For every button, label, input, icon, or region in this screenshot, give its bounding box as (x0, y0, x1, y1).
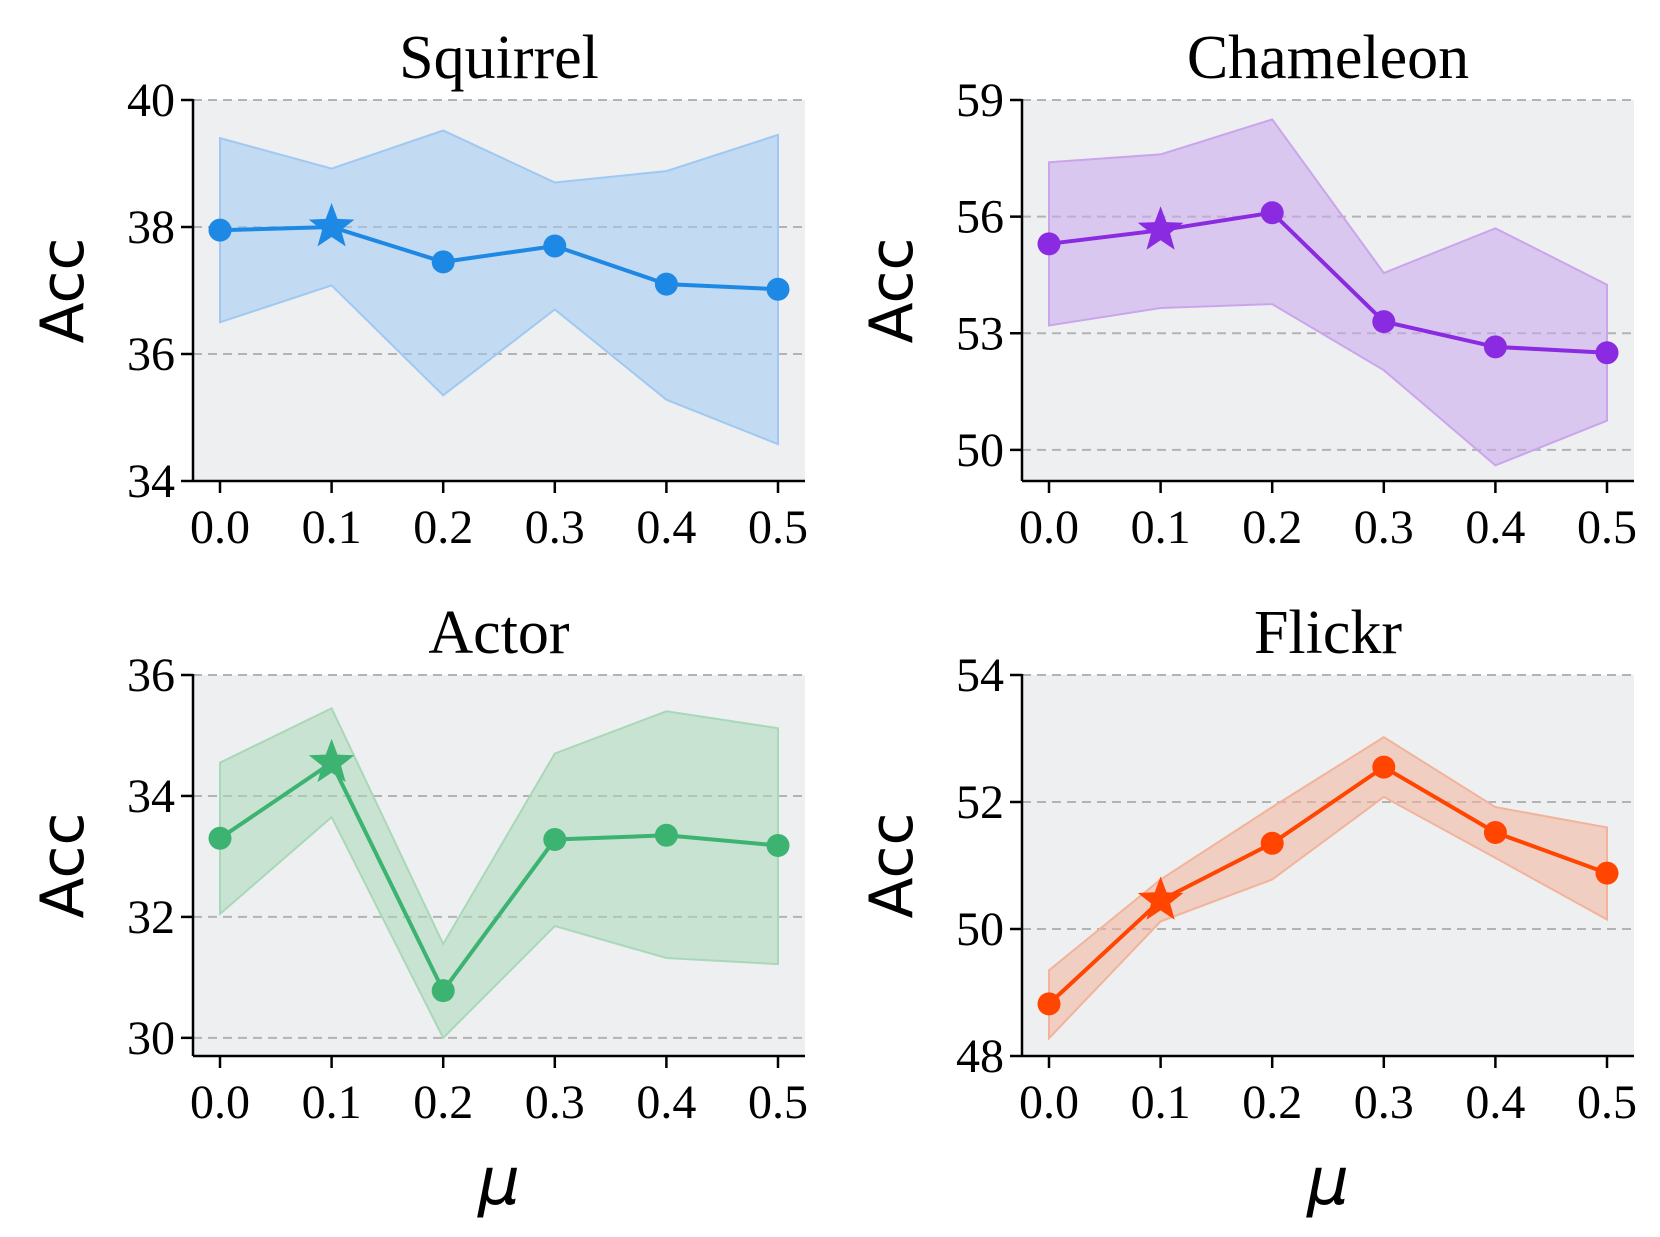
x-tick-label: 0.3 (1354, 1076, 1414, 1129)
data-point (654, 272, 678, 296)
data-point (654, 823, 678, 847)
series-line (1047, 764, 1608, 1006)
x-tick-label: 0.2 (413, 1076, 473, 1129)
confidence-band (1048, 118, 1608, 467)
x-tick-label: 0.4 (1465, 501, 1525, 554)
x-tick-label: 0.0 (1019, 501, 1079, 554)
y-tick-label: 52 (956, 776, 1004, 829)
y-tick-label: 54 (956, 649, 1004, 702)
data-point (766, 277, 790, 301)
y-axis-label: Acc (857, 813, 927, 919)
data-point (431, 979, 455, 1003)
data-point (1037, 992, 1061, 1016)
y-tick-label: 32 (127, 891, 175, 944)
best-point-star (308, 203, 355, 247)
y-tick-label: 50 (956, 903, 1004, 956)
chart-panel-3: 48 50 52 54 0.0 0.1 0.2 0.3 0.4 0.5 Flickr Acc μ (857, 599, 1637, 1220)
y-tick-label: 48 (956, 1030, 1004, 1083)
x-tick-label: 0.5 (748, 501, 808, 554)
confidence-band (1048, 736, 1608, 1041)
x-tick-label: 0.3 (525, 1076, 585, 1129)
y-tick-label: 34 (127, 770, 175, 823)
data-point (1595, 341, 1619, 365)
x-tick-label: 0.0 (1019, 1076, 1079, 1129)
x-tick-label: 0.2 (1242, 501, 1302, 554)
series-line (219, 224, 779, 292)
data-point (543, 827, 567, 851)
chart-panel-2: 30 32 34 36 0.0 0.1 0.2 0.3 0.4 0.5 Actor Acc μ (28, 599, 808, 1220)
y-tick-label: 50 (956, 424, 1004, 477)
series-line (1048, 210, 1608, 355)
x-axis-label: μ (477, 1143, 520, 1220)
x-tick-label: 0.0 (190, 501, 250, 554)
data-point (543, 234, 567, 258)
y-tick-label: 36 (127, 328, 175, 381)
chart-title: Flickr (1254, 599, 1402, 667)
series-line (218, 759, 779, 995)
x-tick-label: 0.4 (1465, 1076, 1525, 1129)
y-tick-label: 36 (127, 649, 175, 702)
x-tick-label: 0.1 (302, 1076, 362, 1129)
best-point-star (1137, 876, 1184, 920)
x-tick-label: 0.5 (1577, 1076, 1637, 1129)
x-tick-label: 0.2 (413, 501, 473, 554)
y-tick-label: 53 (956, 307, 1004, 360)
data-point (1372, 755, 1396, 779)
y-tick-label: 38 (127, 201, 175, 254)
chart-title: Squirrel (399, 24, 599, 92)
x-tick-label: 0.1 (302, 501, 362, 554)
data-point (208, 218, 232, 242)
chart-title: Chameleon (1187, 24, 1469, 92)
x-tick-label: 0.4 (636, 501, 696, 554)
x-tick-label: 0.1 (1131, 501, 1191, 554)
x-axis-label: μ (1306, 1143, 1349, 1220)
y-tick-label: 56 (956, 191, 1004, 244)
y-tick-label: 59 (956, 74, 1004, 127)
x-tick-label: 0.2 (1242, 1076, 1302, 1129)
data-point (1260, 831, 1284, 855)
x-tick-label: 0.3 (525, 501, 585, 554)
data-point (1372, 310, 1396, 334)
y-axis-label: Acc (857, 238, 927, 344)
data-point (1037, 232, 1061, 256)
y-tick-label: 30 (127, 1012, 175, 1065)
x-tick-label: 0.5 (1577, 501, 1637, 554)
x-tick-label: 0.5 (748, 1076, 808, 1129)
y-axis-label: Acc (28, 238, 98, 344)
data-point (1595, 861, 1619, 885)
data-point (431, 250, 455, 274)
confidence-band (219, 129, 779, 446)
y-tick-label: 40 (127, 74, 175, 127)
confidence-band (219, 706, 779, 1040)
y-axis-label: Acc (28, 813, 98, 919)
best-point-star (308, 738, 355, 783)
data-point (1483, 335, 1507, 359)
x-tick-label: 0.4 (636, 1076, 696, 1129)
data-point (208, 826, 232, 850)
chart-panel-0: 34 36 38 40 0.0 0.1 0.2 0.3 0.4 0.5 Squirrel Acc (28, 24, 808, 554)
data-point (1260, 201, 1284, 225)
x-tick-label: 0.0 (190, 1076, 250, 1129)
y-tick-label: 34 (127, 455, 175, 508)
x-tick-label: 0.3 (1354, 501, 1414, 554)
chart-panel-1: 50 53 56 59 0.0 0.1 0.2 0.3 0.4 0.5 Chameleon Acc (857, 24, 1637, 554)
x-tick-label: 0.1 (1131, 1076, 1191, 1129)
chart-title: Actor (428, 599, 570, 667)
data-point (766, 834, 790, 858)
data-point (1483, 820, 1507, 844)
best-point-star (1137, 206, 1184, 250)
